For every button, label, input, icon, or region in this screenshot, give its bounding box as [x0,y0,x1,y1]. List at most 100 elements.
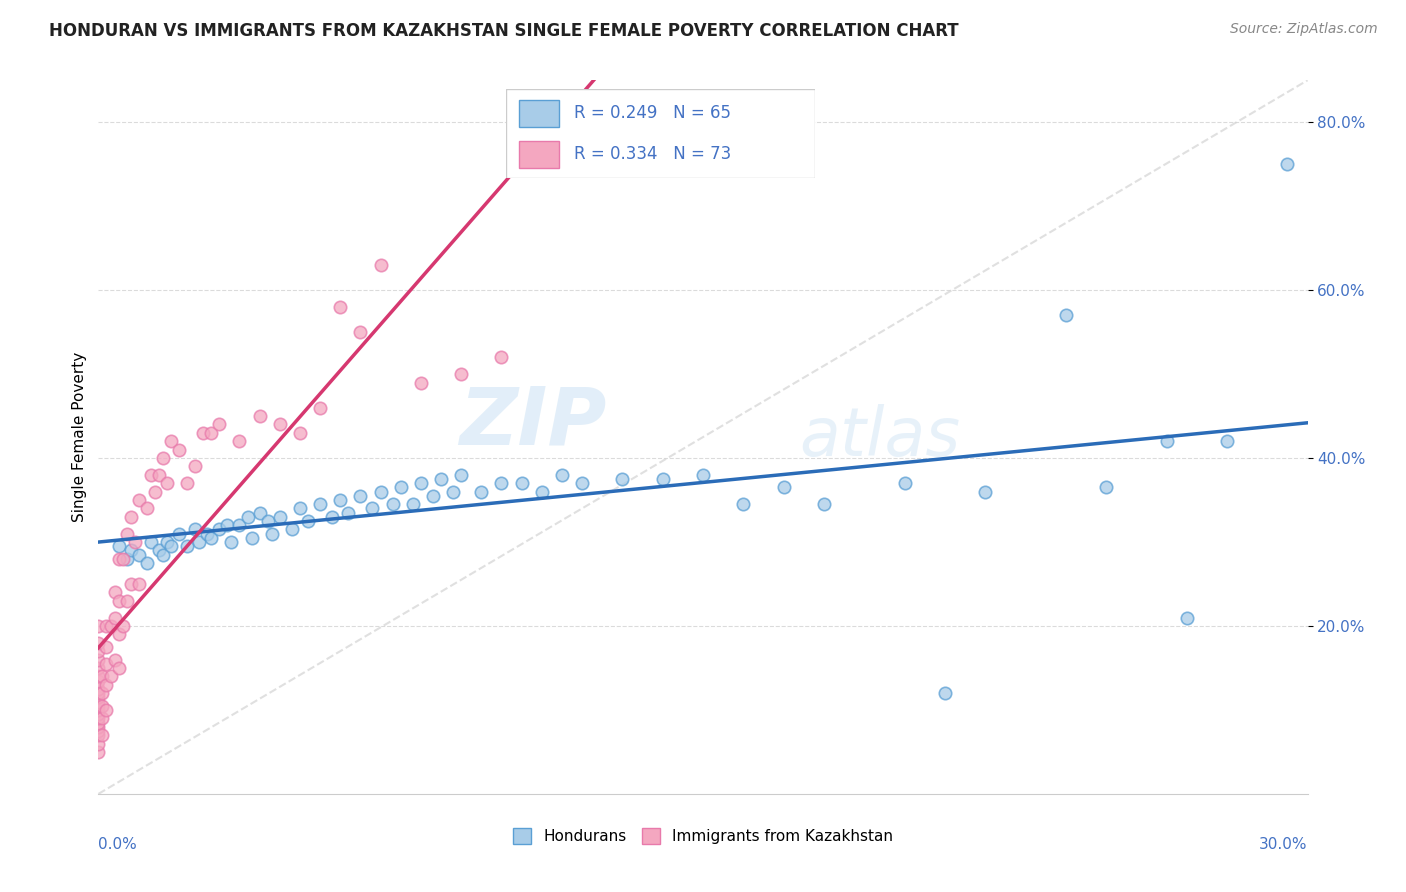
Point [221,535,243,549]
Point [100,669,122,683]
Point [103,610,125,624]
Point [107,539,129,553]
Point [115,526,138,541]
Point [91,698,114,713]
Point [249,409,271,423]
Point [139,535,162,549]
Point [96,657,118,671]
Point [288,501,311,516]
Point [240,531,263,545]
Point [321,509,343,524]
Point [297,514,319,528]
Point [103,585,125,599]
Point [228,434,250,449]
Point [337,506,360,520]
Point [91,728,114,742]
Point [139,467,162,482]
Point [200,425,222,440]
Point [422,489,444,503]
Text: atlas: atlas [800,404,960,470]
Point [1216,434,1239,449]
Point [195,526,218,541]
Point [124,535,146,549]
Point [115,594,138,608]
Point [111,551,134,566]
Point [87,728,110,742]
Point [120,509,142,524]
Point [87,703,110,717]
Point [381,497,404,511]
Point [128,577,150,591]
Point [184,523,207,537]
Point [510,476,533,491]
Point [152,451,174,466]
Point [193,425,215,440]
Point [329,493,352,508]
Point [772,480,794,494]
Point [200,531,222,545]
Point [349,489,371,503]
Point [87,619,110,633]
Point [96,619,118,633]
Point [349,325,371,339]
Point [188,535,211,549]
Text: R = 0.249   N = 65: R = 0.249 N = 65 [574,104,731,122]
Point [148,467,170,482]
Point [176,476,198,491]
Point [309,401,332,415]
Point [87,737,110,751]
Point [184,459,207,474]
Point [87,745,110,759]
Point [87,707,110,722]
Point [87,636,110,650]
Point [96,678,118,692]
Point [87,723,110,738]
Point [100,619,122,633]
Point [111,619,134,633]
Point [87,711,110,725]
Point [91,686,114,700]
FancyBboxPatch shape [519,100,558,127]
Point [107,594,129,608]
Text: 0.0%: 0.0% [98,837,138,852]
Point [269,509,291,524]
Point [87,720,110,734]
Point [1095,480,1118,494]
Point [309,497,332,511]
Point [1277,157,1299,171]
Point [1175,610,1198,624]
Point [441,484,464,499]
Point [107,551,129,566]
Point [91,669,114,683]
Point [87,690,110,705]
Point [217,518,239,533]
Point [370,484,392,499]
Point [430,472,453,486]
Point [107,661,129,675]
Point [692,467,714,482]
Point [107,627,129,641]
Point [176,539,198,553]
Point [450,467,472,482]
Point [160,539,183,553]
Point [128,548,150,562]
Point [91,711,114,725]
Point [651,472,673,486]
Point [409,376,432,390]
Point [329,300,352,314]
Point [491,476,513,491]
Point [571,476,593,491]
Point [152,548,174,562]
Point [143,484,166,499]
Point [156,476,179,491]
Text: R = 0.334   N = 73: R = 0.334 N = 73 [574,145,731,163]
Point [491,351,513,365]
Point [87,661,110,675]
Point [281,523,304,537]
Point [115,551,138,566]
Point [87,681,110,696]
Text: ZIP: ZIP [458,384,606,462]
Point [87,673,110,688]
Point [103,652,125,666]
FancyBboxPatch shape [519,141,558,168]
